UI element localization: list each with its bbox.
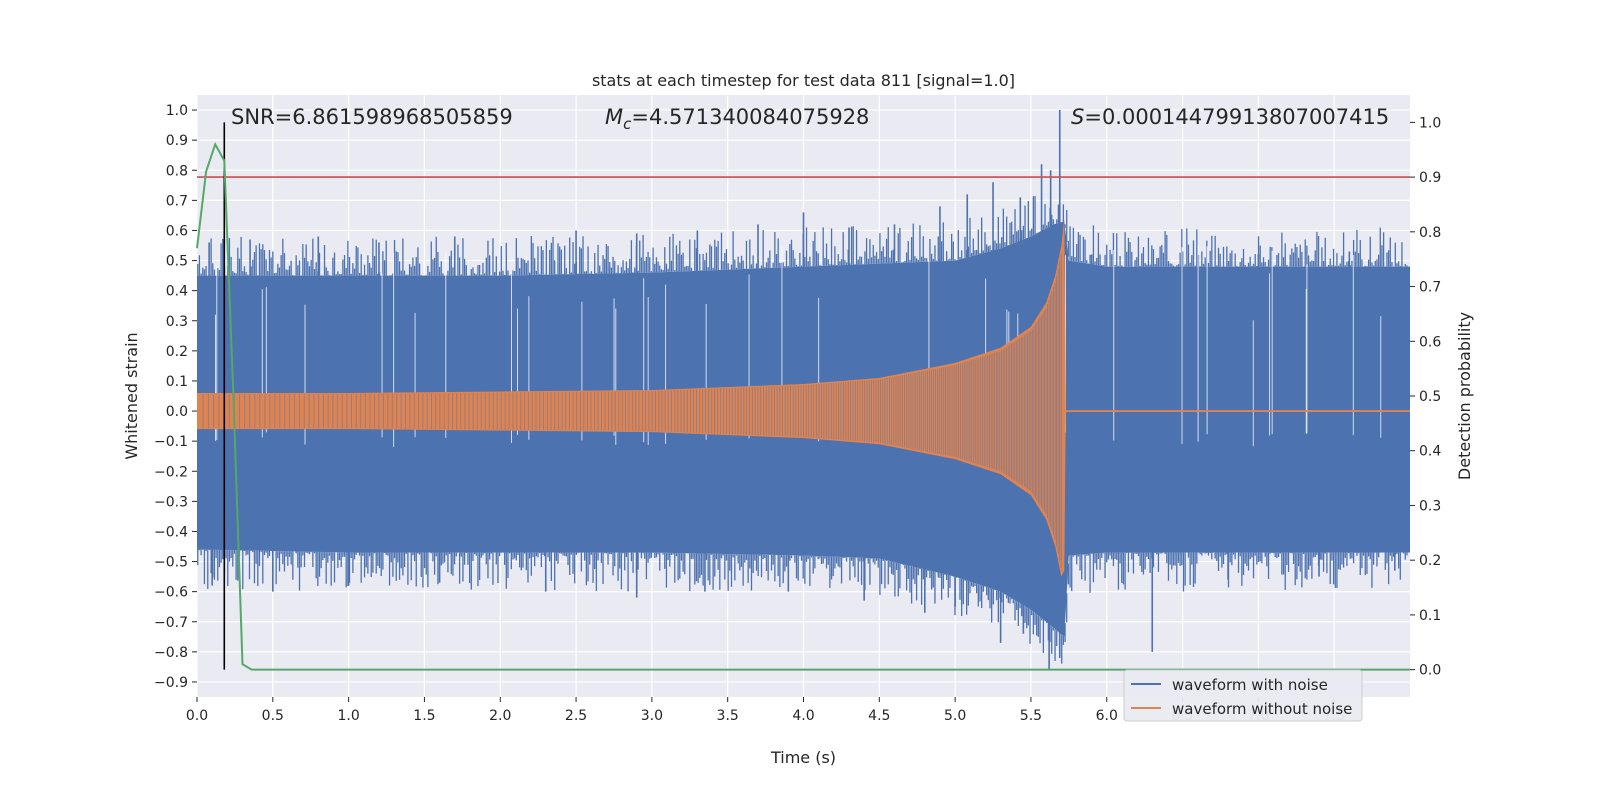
y-tick-label: 0.5 — [166, 254, 188, 270]
y-tick-label: 0.3 — [166, 314, 188, 330]
y2-tick-label: 0.5 — [1419, 389, 1441, 405]
chirp-mass-subscript: c — [623, 115, 632, 133]
y-tick-label: −0.7 — [154, 615, 188, 631]
y2-tick-label: 0.1 — [1419, 608, 1441, 624]
legend: waveform with noise waveform without noi… — [1123, 669, 1363, 722]
y-tick-label: 0.7 — [166, 193, 188, 209]
y-tick-label: 0.1 — [166, 374, 188, 390]
y-tick-label: 0.8 — [166, 163, 188, 179]
x-tick-label: 0.5 — [262, 708, 284, 724]
y-tick-label: −0.5 — [154, 555, 188, 571]
y-tick-label: −0.4 — [154, 524, 188, 540]
y-tick-label: 0.4 — [166, 284, 188, 300]
y-tick-label: 0.0 — [166, 404, 188, 420]
y-tick-label: 0.6 — [166, 223, 188, 239]
y-tick-label: −0.9 — [154, 675, 188, 691]
x-tick-label: 2.0 — [489, 708, 511, 724]
x-tick-label: 3.0 — [641, 708, 663, 724]
chirp-mass-annotation: Mc=4.571340084075928 — [605, 105, 869, 133]
x-axis-label: Time (s) — [770, 748, 836, 767]
snr-annotation: SNR=6.861598968505859 — [231, 105, 513, 129]
series-waveform-without-noise — [197, 218, 1410, 577]
y-tick-label: −0.6 — [154, 585, 188, 601]
y2-axis-label: Detection probability — [1455, 312, 1474, 480]
y-tick-label: 1.0 — [166, 103, 188, 119]
chirp-mass-value: =4.571340084075928 — [631, 105, 869, 129]
y-tick-label: −0.8 — [154, 645, 188, 661]
y-axis-label: Whitened strain — [122, 332, 141, 459]
x-tick-label: 0.0 — [186, 708, 208, 724]
chirp-mass-symbol: M — [605, 105, 623, 129]
y-tick-label: 0.2 — [166, 344, 188, 360]
series-detection-probability — [196, 141, 1410, 671]
x-tick-label: 4.5 — [868, 708, 890, 724]
statistic-symbol: S — [1071, 105, 1084, 129]
legend-box — [1123, 669, 1363, 722]
y2-tick-label: 1.0 — [1419, 115, 1441, 131]
y2-tick-label: 0.6 — [1419, 334, 1441, 350]
x-tick-label: 1.0 — [337, 708, 359, 724]
statistic-annotation: S=0.00014479913807007415 — [1071, 105, 1389, 129]
x-tick-label: 6.0 — [1096, 708, 1118, 724]
y-tick-label: −0.3 — [154, 494, 188, 510]
y2-tick-label: 0.2 — [1419, 553, 1441, 569]
y-tick-label: −0.2 — [154, 464, 188, 480]
x-tick-label: 5.5 — [1020, 708, 1042, 724]
y2-tick-label: 0.3 — [1419, 498, 1441, 514]
x-tick-label: 2.5 — [565, 708, 587, 724]
statistic-value: =0.00014479913807007415 — [1084, 105, 1389, 129]
chart-title: stats at each timestep for test data 811… — [592, 71, 1015, 90]
y2-tick-label: 0.0 — [1419, 663, 1441, 679]
x-tick-label: 3.5 — [717, 708, 739, 724]
legend-label-waveform-without-noise: waveform without noise — [1172, 700, 1352, 718]
y2-tick-label: 0.7 — [1419, 280, 1441, 296]
y2-tick-label: 0.8 — [1419, 225, 1441, 241]
axis-ticks: 0.00.51.01.52.02.53.03.54.04.55.05.56.06… — [154, 103, 1441, 724]
x-tick-label: 4.0 — [792, 708, 814, 724]
legend-label-waveform-with-noise: waveform with noise — [1172, 676, 1328, 694]
y2-tick-label: 0.9 — [1419, 170, 1441, 186]
y-tick-label: 0.9 — [166, 133, 188, 149]
x-tick-label: 5.0 — [944, 708, 966, 724]
y-tick-label: −0.1 — [154, 434, 188, 450]
y2-tick-label: 0.4 — [1419, 444, 1441, 460]
x-tick-label: 1.5 — [413, 708, 435, 724]
